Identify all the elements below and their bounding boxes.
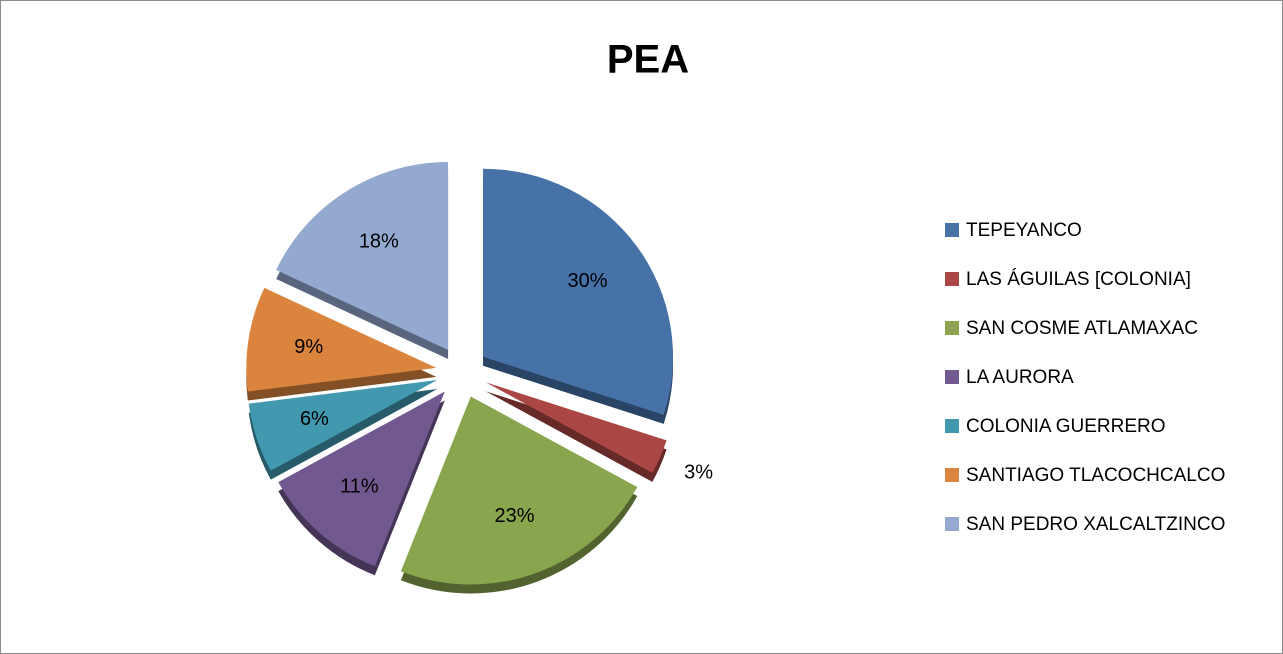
slice: [246, 287, 437, 392]
data-label: 30%: [568, 270, 608, 292]
data-label: 11%: [340, 476, 379, 498]
legend-swatch: [945, 419, 959, 433]
legend-swatch: [945, 517, 959, 531]
data-label: 23%: [495, 505, 535, 527]
legend-label: LAS ÁGUILAS [COLONIA]: [966, 269, 1191, 290]
slice: [400, 396, 638, 585]
slice-side: [485, 391, 667, 482]
slice: [276, 162, 449, 351]
legend-label: TEPEYANCO: [966, 220, 1082, 241]
legend-swatch: [945, 223, 959, 237]
slice: [485, 382, 667, 473]
legend-label: SANTIAGO TLACOCHCALCO: [966, 465, 1225, 486]
legend-swatch: [945, 321, 959, 335]
legend-label: SAN PEDRO XALCALTZINCO: [966, 514, 1225, 535]
slice: [278, 391, 445, 567]
legend-swatch: [945, 370, 959, 384]
legend-label: LA AURORA: [966, 367, 1074, 388]
chart-title: PEA: [607, 38, 689, 82]
legend-label: COLONIA GUERRERO: [966, 416, 1166, 437]
data-label: 18%: [359, 230, 399, 252]
legend-swatch: [945, 468, 959, 482]
slice: [483, 168, 674, 415]
data-label: 3%: [684, 462, 713, 484]
slice: [248, 380, 438, 471]
legend-label: SAN COSME ATLAMAXAC: [966, 318, 1198, 339]
legend-swatch: [945, 272, 959, 286]
data-label: 9%: [294, 336, 323, 358]
data-label: 6%: [300, 408, 329, 430]
